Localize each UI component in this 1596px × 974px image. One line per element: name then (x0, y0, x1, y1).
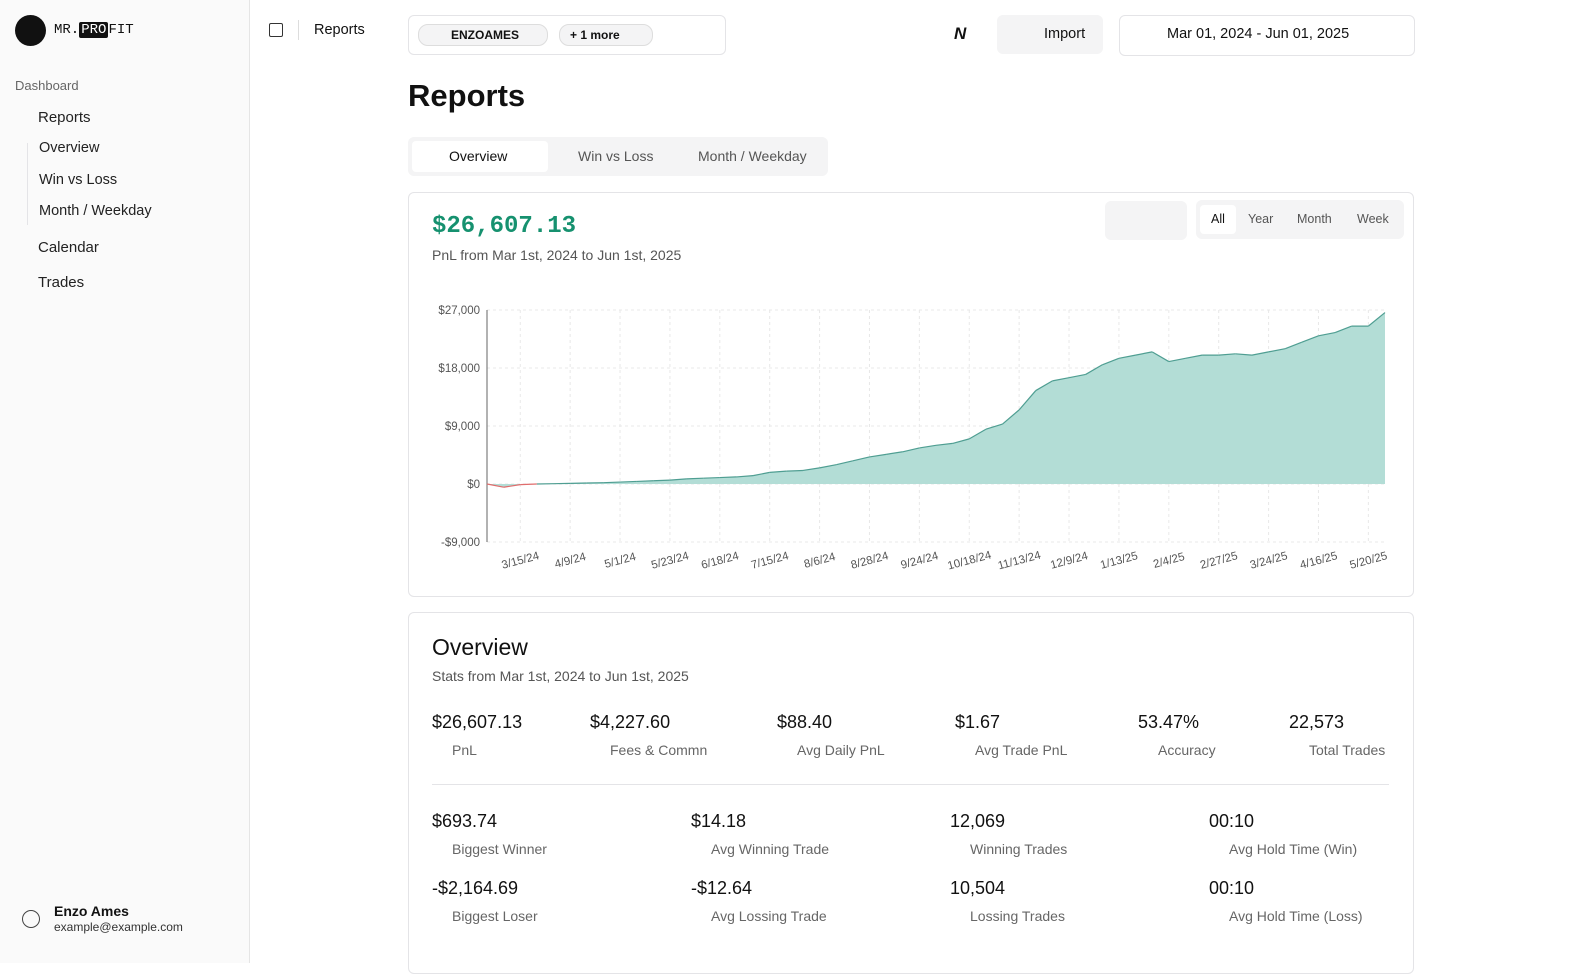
stat-label: Avg Hold Time (Win) (1229, 841, 1357, 857)
x-tick-label: 3/15/24 (500, 550, 541, 572)
breadcrumb[interactable]: Reports (314, 22, 365, 38)
divider (298, 20, 299, 40)
filter-chip[interactable]: ENZOAMES (418, 24, 548, 46)
stat-label: PnL (452, 742, 477, 758)
stat-label: Accuracy (1158, 742, 1216, 758)
user-name[interactable]: Enzo Ames (54, 903, 129, 919)
line-segment (637, 481, 654, 482)
y-tick-label: $27,000 (438, 305, 480, 317)
x-tick-label: 1/13/25 (1099, 550, 1139, 572)
stat-label: Fees & Commn (610, 742, 707, 758)
line-segment (703, 478, 720, 479)
stat-value: $1.67 (955, 712, 1000, 733)
stat-value: -$12.64 (691, 878, 752, 899)
chart: -$9,000 $0 $9,000 $18,000 $27,000 3/15/24 4/9/… (408, 192, 1412, 595)
brand-text: PRO (79, 22, 108, 38)
y-tick-label: $18,000 (438, 363, 480, 375)
brand-text: MR. (54, 22, 79, 38)
stat-label: Lossing Trades (970, 908, 1065, 924)
user-icon (22, 910, 40, 928)
line-segment (603, 482, 620, 483)
stat-label: Avg Hold Time (Loss) (1229, 908, 1363, 924)
stat-label: Total Trades (1309, 742, 1385, 758)
stat-value: 00:10 (1209, 878, 1254, 899)
y-tick-label: $0 (467, 479, 480, 491)
stat-value: $88.40 (777, 712, 832, 733)
stat-label: Winning Trades (970, 841, 1067, 857)
y-tick-label: $9,000 (445, 421, 480, 433)
page-title: Reports (408, 78, 525, 114)
stat-label: Avg Trade PnL (975, 742, 1067, 758)
x-tick-label: 10/18/24 (946, 549, 993, 572)
nav-item[interactable]: Trades (38, 274, 84, 291)
brand-text: FIT (108, 22, 133, 38)
tab[interactable]: Month / Weekday (698, 148, 807, 164)
stat-value: $26,607.13 (432, 712, 522, 733)
stat-value: -$2,164.69 (432, 878, 518, 899)
stat-value: 12,069 (950, 811, 1005, 832)
x-tick-label: 2/27/25 (1199, 550, 1239, 572)
tab[interactable]: Win vs Loss (578, 148, 653, 164)
brand-logo (15, 15, 46, 46)
x-tick-label: 4/9/24 (553, 551, 588, 571)
stat-label: Avg Daily PnL (797, 742, 885, 758)
stat-value: 22,573 (1289, 712, 1344, 733)
import-label: Import (1044, 26, 1085, 42)
x-tick-label: 2/4/25 (1152, 551, 1186, 571)
stat-label: Avg Winning Trade (711, 841, 829, 857)
filter-chip[interactable]: + 1 more (559, 24, 653, 46)
x-tick-label: 5/20/25 (1349, 550, 1389, 572)
sidebar-toggle[interactable] (269, 23, 283, 37)
line-segment (720, 477, 737, 478)
x-tick-label: 11/13/24 (997, 549, 1043, 572)
x-tick-label: 12/9/24 (1049, 550, 1090, 572)
stat-value: 10,504 (950, 878, 1005, 899)
nav-item[interactable]: Month / Weekday (39, 203, 152, 219)
x-tick-label: 6/18/24 (700, 550, 741, 572)
stat-value: $4,227.60 (590, 712, 670, 733)
date-range: Mar 01, 2024 - Jun 01, 2025 (1167, 26, 1349, 42)
x-tick-label: 8/28/24 (850, 550, 891, 572)
overview-title: Overview (432, 634, 528, 661)
x-tick-label: 5/1/24 (603, 551, 638, 571)
area (487, 313, 1385, 488)
stat-value: 00:10 (1209, 811, 1254, 832)
user-email: example@example.com (54, 920, 183, 934)
x-tick-label: 8/6/24 (803, 551, 838, 571)
section-label: Dashboard (15, 78, 79, 93)
line-segment (520, 484, 537, 485)
broker-logo: N (954, 24, 966, 44)
line-segment (687, 478, 704, 479)
nav-item[interactable]: Win vs Loss (39, 172, 117, 188)
x-tick-label: 7/15/24 (750, 550, 791, 572)
stat-value: $14.18 (691, 811, 746, 832)
stat-value: $693.74 (432, 811, 497, 832)
stat-label: Biggest Loser (452, 908, 538, 924)
x-tick-label: 5/23/24 (650, 550, 691, 572)
stat-value: 53.47% (1138, 712, 1199, 733)
stat-label: Avg Lossing Trade (711, 908, 827, 924)
x-tick-label: 3/24/25 (1249, 550, 1289, 572)
line-segment (620, 481, 637, 482)
stat-label: Biggest Winner (452, 841, 547, 857)
nav-rule (27, 143, 28, 225)
tab[interactable]: Overview (449, 148, 507, 164)
nav-item[interactable]: Reports (38, 109, 91, 126)
x-tick-label: 4/16/25 (1299, 550, 1339, 572)
line-segment (653, 480, 670, 481)
nav-item[interactable]: Calendar (38, 239, 99, 256)
overview-subtitle: Stats from Mar 1st, 2024 to Jun 1st, 202… (432, 668, 689, 684)
y-tick-label: -$9,000 (441, 537, 480, 549)
line-segment (786, 470, 803, 471)
x-tick-label: 9/24/24 (900, 550, 941, 572)
nav-item[interactable]: Overview (39, 140, 99, 156)
divider (432, 784, 1389, 785)
